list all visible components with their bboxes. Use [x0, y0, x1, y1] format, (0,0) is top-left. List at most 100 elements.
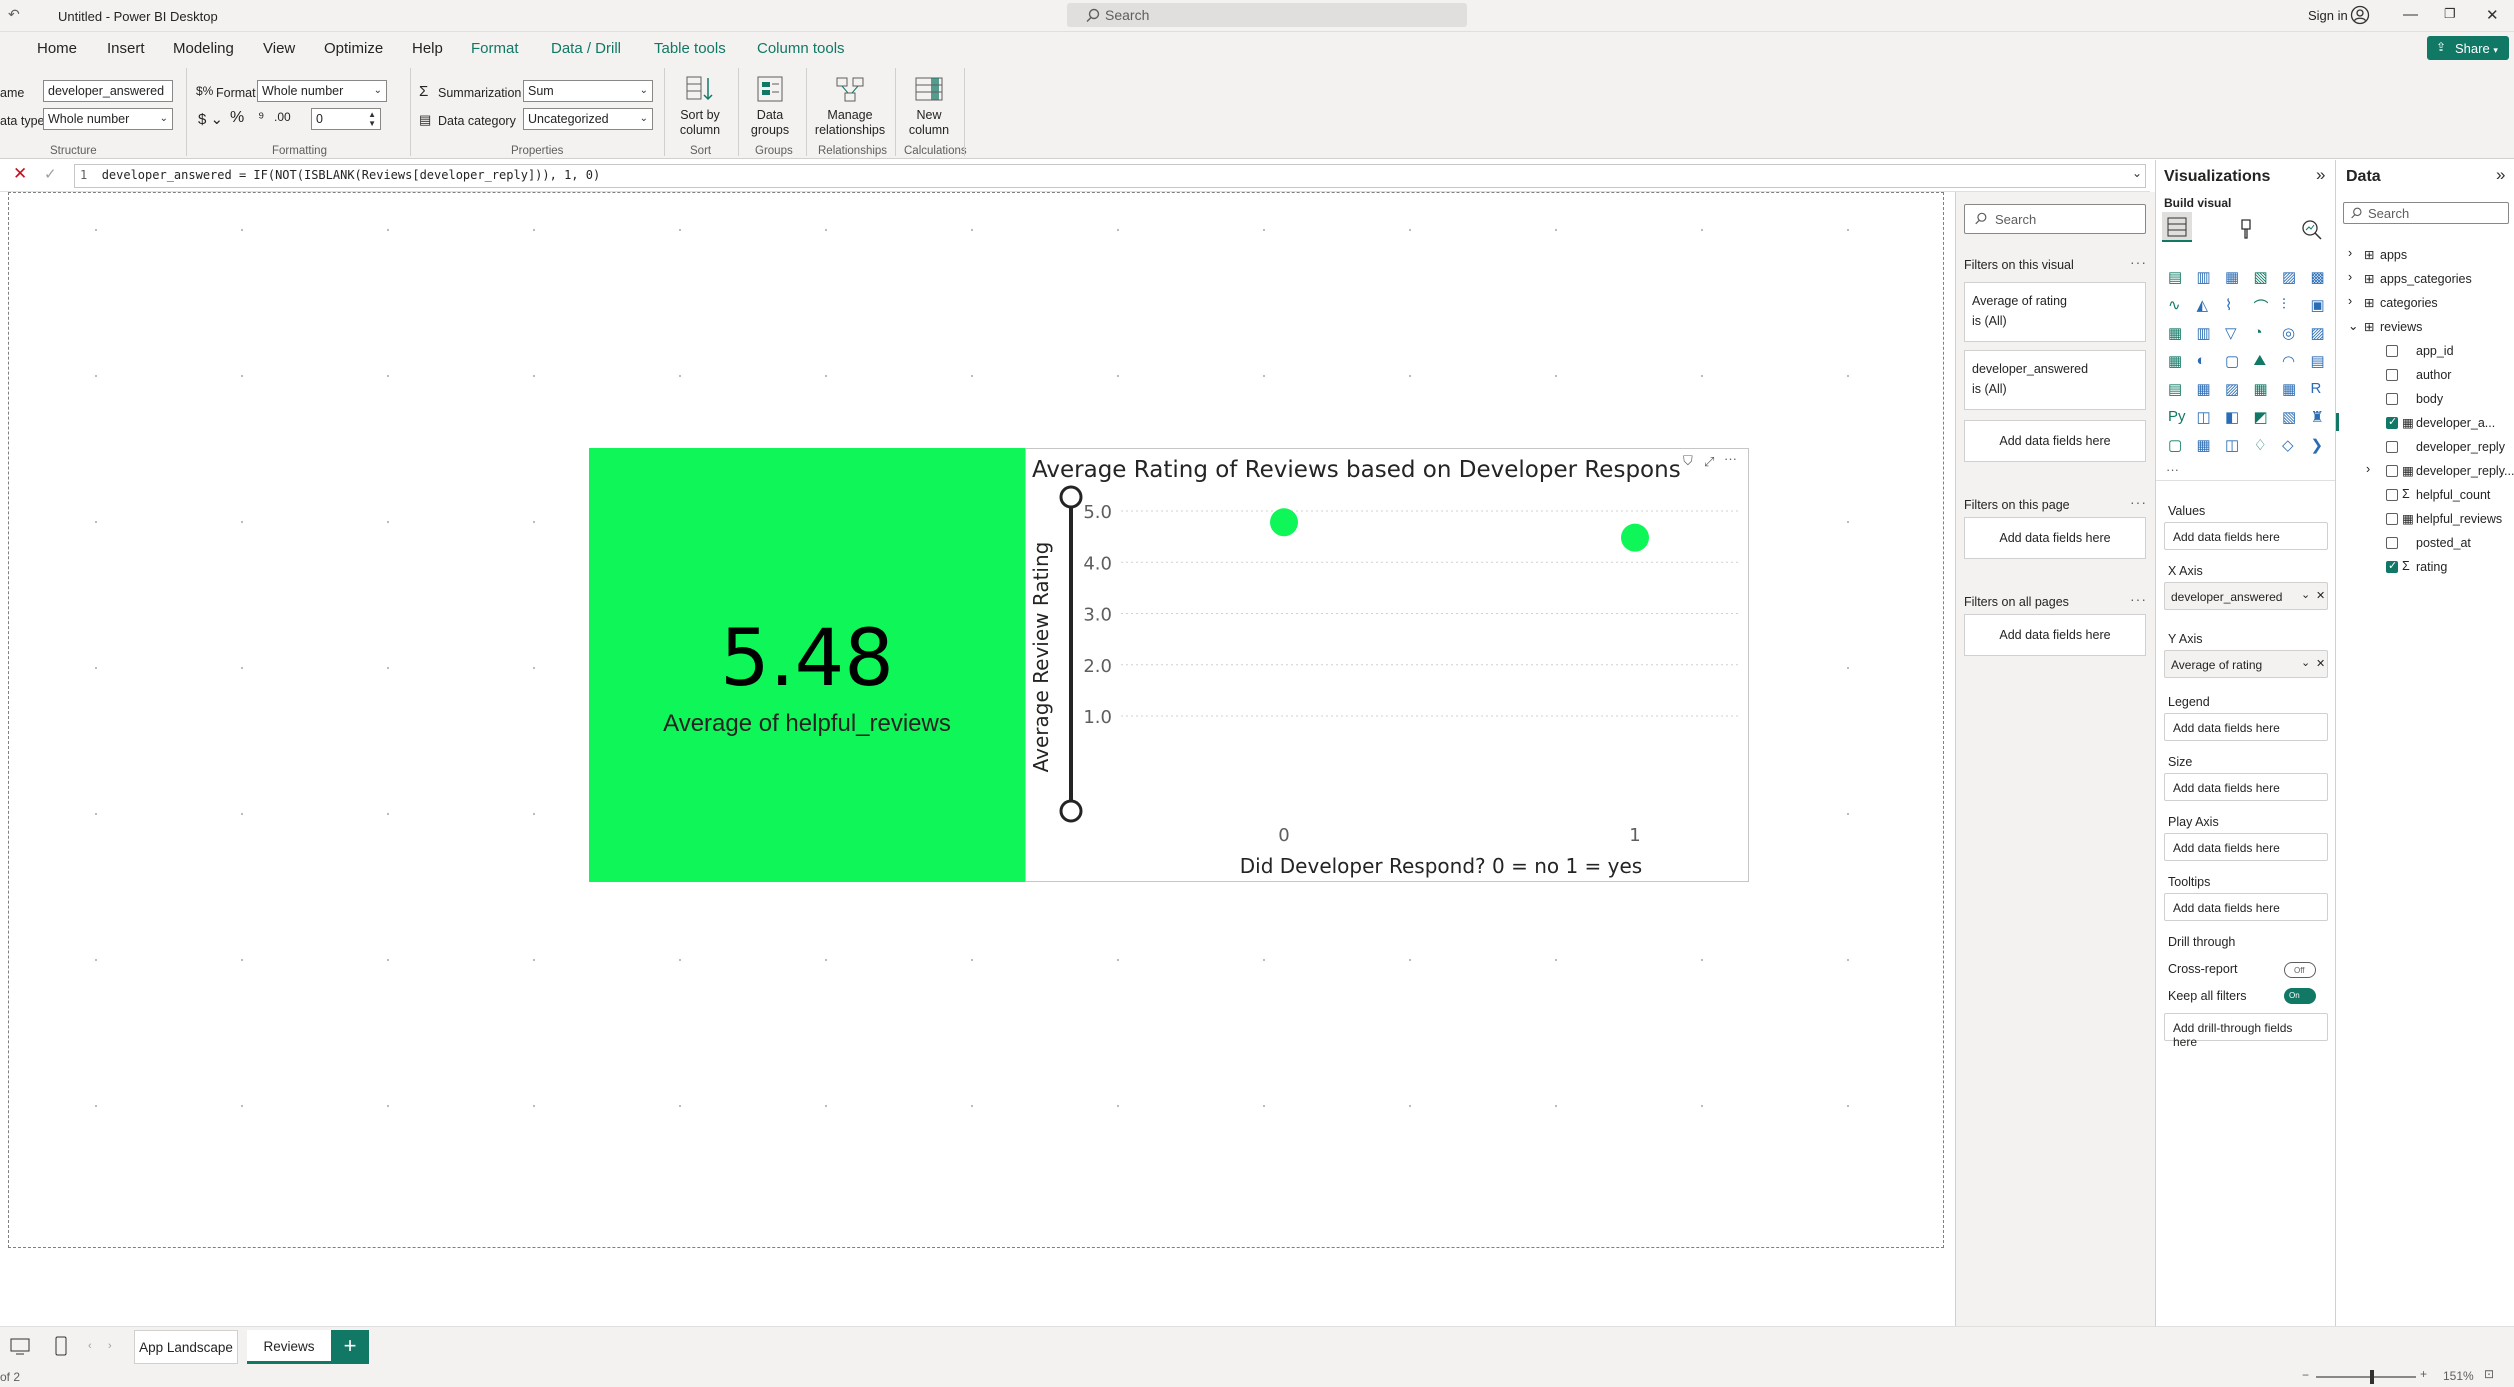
stacked-area-visual-icon[interactable]: ⌇	[2225, 297, 2233, 314]
table-reviews[interactable]: reviews	[2380, 320, 2423, 334]
field-6[interactable]: helpful_count	[2416, 488, 2491, 502]
treemap-visual-icon[interactable]: ◎	[2282, 325, 2296, 342]
python-visual-visual-icon[interactable]: ▦	[2282, 381, 2297, 398]
table-categories[interactable]: categories	[2380, 296, 2438, 310]
power-automate-visual-icon[interactable]: ▢	[2168, 437, 2183, 454]
chevron-right-icon[interactable]: ›	[2348, 270, 2353, 284]
chevron-right-icon[interactable]: ›	[2366, 462, 2371, 476]
play-axis-well[interactable]: Add data fields here	[2164, 833, 2328, 861]
qa-visual-icon[interactable]: ◫	[2196, 409, 2211, 426]
chevron-down-icon[interactable]: ⌄	[2301, 589, 2311, 601]
tab-optimize[interactable]: Optimize	[324, 40, 384, 57]
chevron-right-icon[interactable]: ›	[2348, 246, 2353, 260]
format-paint-icon[interactable]	[2236, 218, 2258, 240]
undo-icon[interactable]: ↶	[8, 6, 20, 22]
field-5[interactable]: developer_reply...	[2416, 464, 2514, 478]
more-visual-icon[interactable]: ❯	[2310, 437, 2324, 454]
sort-by-column-button[interactable]: Sort by column	[672, 74, 728, 138]
data-search-input[interactable]: Search	[2343, 202, 2509, 224]
account-icon[interactable]	[2350, 5, 2370, 25]
stacked-bar-visual-icon[interactable]: ▤	[2168, 269, 2183, 286]
tab-data-drill[interactable]: Data / Drill	[551, 40, 622, 57]
fit-to-page-icon[interactable]: ⊡	[2484, 1367, 2495, 1381]
size-well[interactable]: Add data fields here	[2164, 773, 2328, 801]
formula-box[interactable]	[74, 164, 2146, 188]
100-bar-visual-icon[interactable]: ▨	[2282, 269, 2297, 286]
field-checkbox[interactable]	[2386, 465, 2398, 477]
comma-icon[interactable]: ⁹	[258, 109, 265, 126]
data-category-select[interactable]: Uncategorized ⌄	[523, 108, 653, 130]
stepper-icon[interactable]: ▲ ▼	[368, 110, 376, 128]
tab-help[interactable]: Help	[412, 40, 443, 57]
tab-view[interactable]: View	[263, 40, 296, 57]
chevron-down-icon[interactable]: ⌄	[2301, 657, 2311, 669]
key-influencers-visual-icon[interactable]: R	[2310, 380, 2322, 397]
more-options-icon[interactable]: ···	[2130, 494, 2147, 510]
report-view-icon[interactable]	[10, 1338, 30, 1356]
scatter-chart-visual[interactable]: Average Rating of Reviews based on Devel…	[1025, 448, 1749, 882]
clustered-bar-visual-icon[interactable]: ▦	[2225, 269, 2240, 286]
remove-field-icon[interactable]: ✕	[2316, 590, 2326, 602]
cancel-formula-icon[interactable]: ✕	[13, 164, 28, 183]
global-search[interactable]: Search	[1067, 3, 1467, 27]
filter-card[interactable]: developer_answered is (All)	[1964, 350, 2146, 410]
tab-format[interactable]: Format	[471, 40, 519, 57]
field-8[interactable]: posted_at	[2416, 536, 2471, 550]
field-3[interactable]: developer_a...	[2416, 416, 2496, 430]
waterfall-visual-icon[interactable]: ▣	[2310, 297, 2325, 314]
table-apps[interactable]: apps	[2380, 248, 2408, 262]
card-visual-icon[interactable]: ⛰	[2253, 352, 2267, 369]
azure-map-visual-icon[interactable]: ◐	[2196, 352, 2206, 369]
share-button[interactable]: ⇪ Share ▾	[2427, 36, 2509, 60]
tab-home[interactable]: Home	[37, 40, 78, 57]
drill-through-well[interactable]: Add drill-through fields here	[2164, 1013, 2328, 1049]
multi-row-card-visual-icon[interactable]: ◠	[2282, 353, 2296, 370]
area-visual-icon[interactable]: ◭	[2196, 297, 2209, 314]
more-options-icon[interactable]: ···	[2130, 254, 2147, 270]
paginated-visual-icon[interactable]: ◩	[2253, 409, 2268, 426]
table-apps-categories[interactable]: apps_categories	[2380, 272, 2472, 286]
field-checkbox[interactable]	[2386, 513, 2398, 525]
shape-visual-icon[interactable]: ▦	[2196, 437, 2211, 454]
scatter-visual-icon[interactable]: ▥	[2196, 325, 2211, 342]
map-visual-icon[interactable]: ▨	[2310, 325, 2325, 342]
collapse-pane-icon[interactable]: »	[2316, 165, 2326, 184]
commit-formula-icon[interactable]: ✓	[44, 166, 57, 183]
image-visual-icon[interactable]: ◫	[2225, 437, 2240, 454]
line-column-visual-icon[interactable]: ⌒	[2253, 299, 2269, 316]
filter-search-input[interactable]: Search	[1964, 204, 2146, 234]
column-name-input[interactable]: developer_answered	[43, 80, 173, 102]
chevron-right-icon[interactable]: ›	[2348, 294, 2353, 308]
minimize-icon[interactable]: —	[2403, 6, 2418, 23]
tooltips-well[interactable]: Add data fields here	[2164, 893, 2328, 921]
formula-text[interactable]: 1 developer_answered = IF(NOT(ISBLANK(Re…	[80, 164, 2126, 186]
mobile-view-icon[interactable]	[55, 1336, 67, 1356]
field-checkbox[interactable]	[2386, 345, 2398, 357]
cross-report-toggle[interactable]: Off	[2284, 962, 2316, 978]
collapse-pane-icon[interactable]: »	[2496, 165, 2506, 184]
funnel-visual-icon[interactable]: ▦	[2168, 325, 2183, 342]
field-1[interactable]: author	[2416, 368, 2452, 382]
pie-visual-icon[interactable]: ▽	[2225, 325, 2237, 342]
next-page-icon[interactable]: ›	[108, 1340, 112, 1352]
card-visual[interactable]: 5.48 Average of helpful_reviews	[589, 448, 1025, 882]
y-axis-field-pill[interactable]: Average of rating ⌄ ✕	[2164, 650, 2328, 678]
donut-visual-icon[interactable]: ◔	[2253, 324, 2263, 341]
restore-icon[interactable]: ❐	[2444, 6, 2456, 21]
ribbon-visual-icon[interactable]: ⫶	[2282, 296, 2286, 313]
zoom-slider-thumb[interactable]	[2370, 1370, 2374, 1384]
zoom-slider[interactable]	[2316, 1376, 2416, 1378]
prev-page-icon[interactable]: ‹	[88, 1340, 92, 1352]
field-checkbox[interactable]	[2386, 441, 2398, 453]
zoom-in-icon[interactable]: +	[2420, 1367, 2428, 1381]
field-4[interactable]: developer_reply	[2416, 440, 2505, 454]
new-column-button[interactable]: New column	[900, 74, 958, 138]
keep-all-filters-toggle[interactable]: On	[2284, 988, 2316, 1004]
tab-insert[interactable]: Insert	[107, 40, 145, 57]
add-visual-filter-field[interactable]: Add data fields here	[1964, 420, 2146, 462]
field-checkbox[interactable]	[2386, 537, 2398, 549]
decimal-places-input[interactable]: 0 ▲ ▼	[311, 108, 381, 130]
field-checkbox[interactable]	[2386, 393, 2398, 405]
manage-relationships-button[interactable]: Manage relationships	[810, 74, 890, 138]
field-7[interactable]: helpful_reviews	[2416, 512, 2503, 526]
